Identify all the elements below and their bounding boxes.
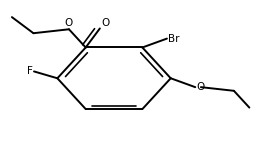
Text: F: F bbox=[27, 67, 33, 76]
Text: O: O bbox=[101, 18, 109, 28]
Text: O: O bbox=[65, 18, 73, 29]
Text: O: O bbox=[197, 82, 205, 92]
Text: Br: Br bbox=[168, 34, 180, 44]
